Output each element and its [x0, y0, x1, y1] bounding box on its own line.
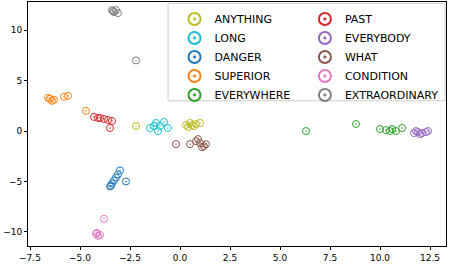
svg-text:CONDITION: CONDITION	[345, 70, 408, 83]
svg-text:10: 10	[11, 25, 23, 35]
svg-text:0.0: 0.0	[173, 253, 188, 263]
svg-text:PAST: PAST	[345, 13, 372, 26]
svg-text:5.0: 5.0	[273, 253, 288, 263]
svg-text:EVERYWHERE: EVERYWHERE	[215, 89, 291, 102]
svg-text:−10: −10	[3, 227, 22, 237]
svg-text:10.0: 10.0	[370, 253, 390, 263]
svg-text:12.5: 12.5	[420, 253, 440, 263]
svg-text:0: 0	[16, 126, 22, 136]
svg-text:ANYTHING: ANYTHING	[215, 13, 272, 26]
svg-text:SUPERIOR: SUPERIOR	[215, 70, 271, 83]
svg-text:LONG: LONG	[215, 32, 246, 45]
svg-text:−5: −5	[9, 177, 22, 187]
svg-text:WHAT: WHAT	[345, 51, 378, 64]
svg-text:5: 5	[16, 76, 22, 86]
svg-text:2.5: 2.5	[223, 253, 237, 263]
svg-text:−7.5: −7.5	[19, 253, 41, 263]
svg-text:EVERYBODY: EVERYBODY	[345, 32, 411, 45]
svg-text:−5.0: −5.0	[69, 253, 91, 263]
svg-text:7.5: 7.5	[323, 253, 337, 263]
svg-text:DANGER: DANGER	[215, 51, 263, 64]
svg-text:EXTRAORDINARY: EXTRAORDINARY	[345, 89, 438, 102]
svg-text:−2.5: −2.5	[119, 253, 141, 263]
